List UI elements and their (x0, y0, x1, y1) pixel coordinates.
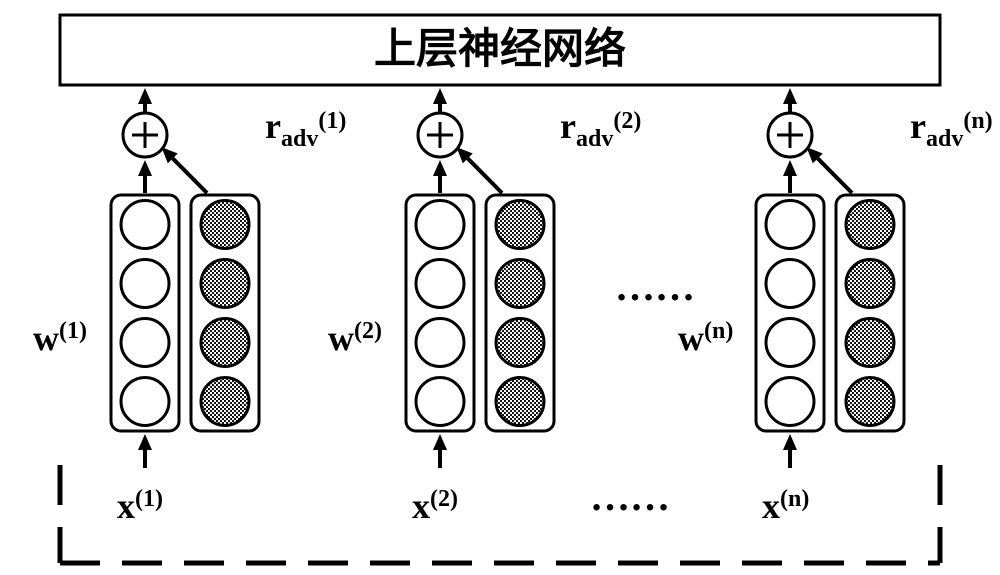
r-adv-vector (836, 195, 904, 431)
arrow-r-to-plus (457, 147, 503, 193)
column-2: w(2) radv(2) x(2) (328, 88, 641, 526)
w-label: w(n) (678, 318, 733, 358)
x-label: x(2) (412, 486, 458, 526)
arrow-w-to-plus (783, 160, 797, 193)
input-dashed-box (60, 465, 940, 563)
ellipsis-1: …… (615, 264, 695, 309)
x-label: x(1) (117, 486, 163, 526)
arrow-x-to-w (138, 434, 152, 468)
r-adv-vector (191, 195, 259, 431)
w-label: w(1) (33, 318, 87, 358)
ellipsis-2: …… (590, 474, 670, 519)
arrow-r-to-plus (807, 147, 853, 193)
arrow-plus-to-top (433, 88, 447, 113)
plus-node (418, 113, 462, 157)
w-vector (111, 195, 179, 431)
arrow-plus-to-top (138, 88, 152, 113)
r-adv-label: radv(1) (265, 106, 346, 152)
r-adv-vector (486, 195, 554, 431)
column-3: w(n) radv(n) x(n) (678, 88, 993, 526)
arrow-w-to-plus (433, 160, 447, 193)
plus-node (768, 113, 812, 157)
w-vector (756, 195, 824, 431)
arrow-w-to-plus (138, 160, 152, 193)
upper-network-box: 上层神经网络 (60, 15, 940, 85)
column-1: w(1) radv(1) x(1) (33, 88, 346, 526)
r-adv-label: radv(2) (560, 106, 641, 152)
architecture-diagram: 上层神经网络 w(1) radv(1) x(1) w(2) radv(2) x(2) w(n)… (0, 0, 1000, 575)
arrow-plus-to-top (783, 88, 797, 113)
arrow-x-to-w (433, 434, 447, 468)
arrow-x-to-w (783, 434, 797, 468)
w-label: w(2) (328, 318, 382, 358)
w-vector (406, 195, 474, 431)
upper-network-label: 上层神经网络 (374, 25, 626, 73)
r-adv-label: radv(n) (910, 106, 993, 152)
plus-node (123, 113, 167, 157)
arrow-r-to-plus (162, 147, 208, 193)
x-label: x(n) (762, 486, 809, 526)
